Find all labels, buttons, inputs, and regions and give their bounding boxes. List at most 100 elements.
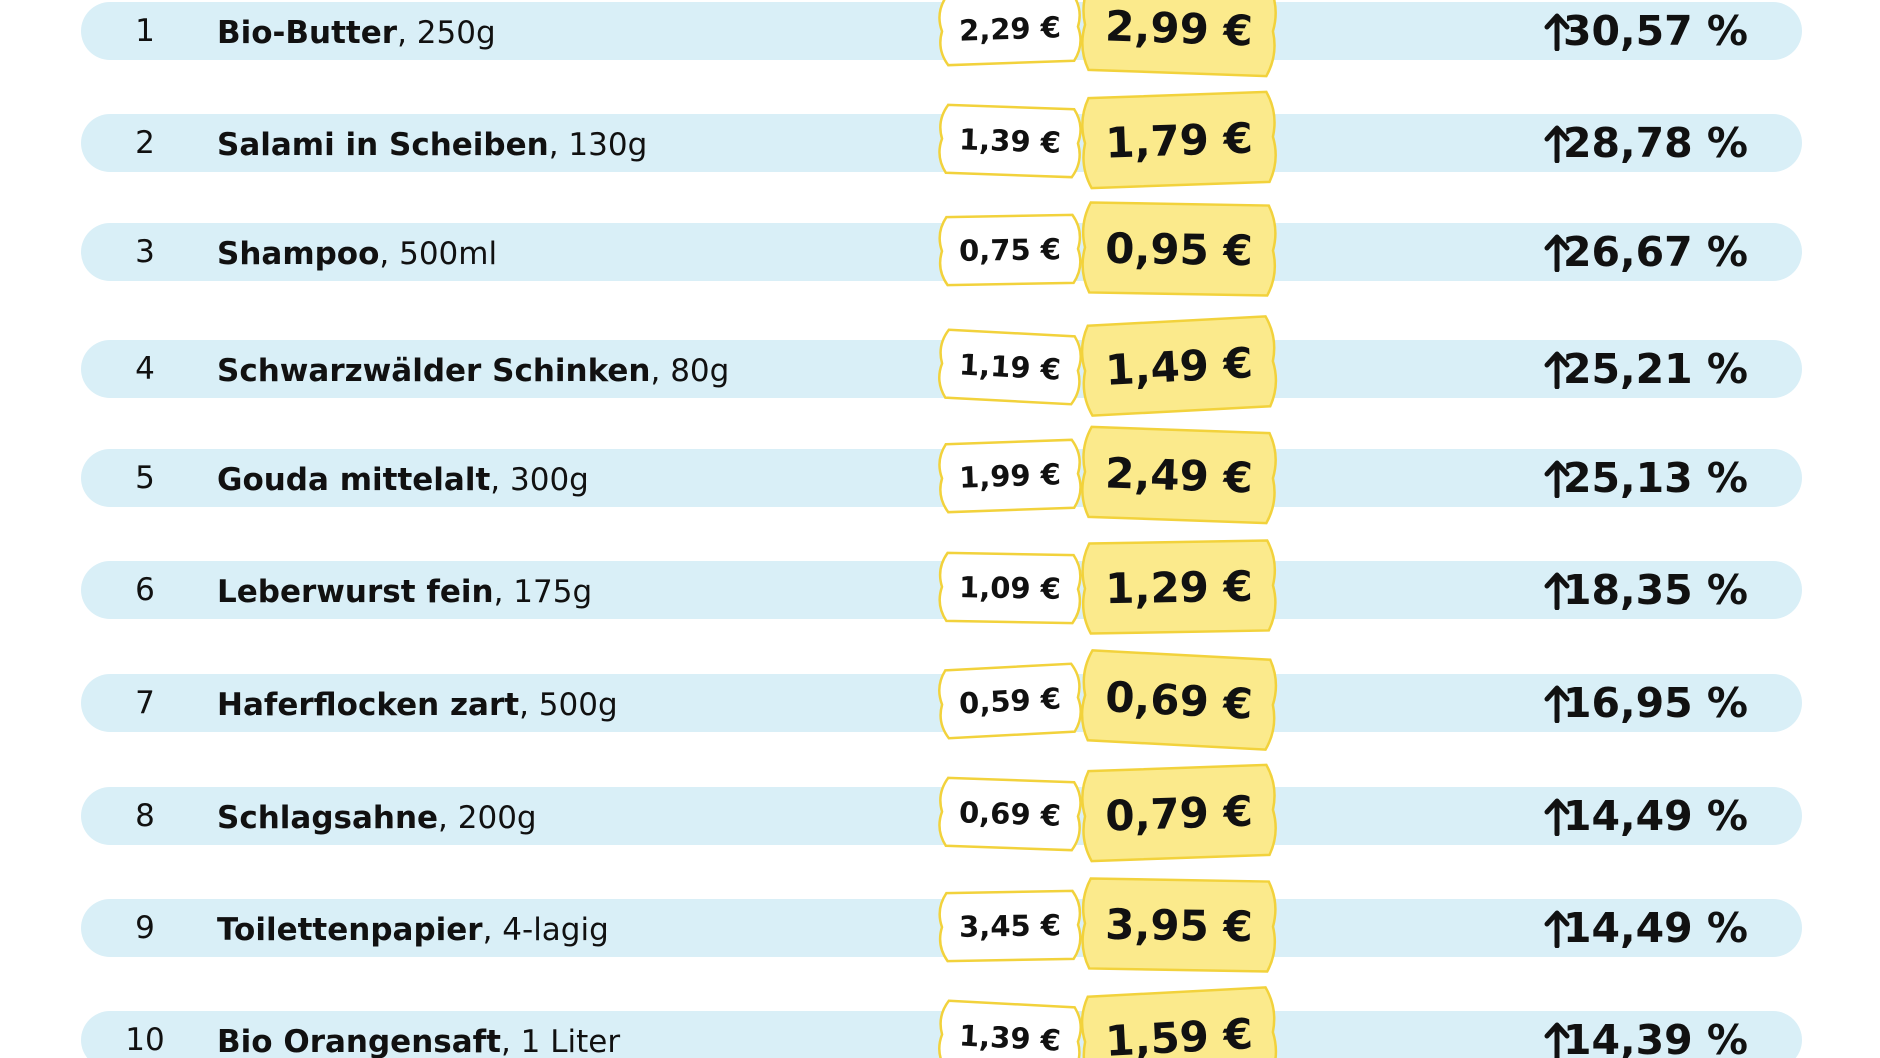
old-price: 1,99 € <box>958 457 1062 495</box>
up-arrow <box>1544 910 1570 952</box>
product: Leberwurst fein, 175g <box>217 572 592 612</box>
product-detail: , 200g <box>438 800 537 836</box>
up-arrow <box>1544 572 1570 614</box>
change-percent: 26,67 % <box>1562 228 1748 276</box>
change-percent: 14,49 % <box>1562 792 1748 840</box>
product-name: Leberwurst fein <box>217 574 494 610</box>
change-percent: 14,49 % <box>1562 904 1748 952</box>
up-arrow <box>1544 798 1570 840</box>
product-detail: , 80g <box>650 353 730 389</box>
up-arrow <box>1544 685 1570 727</box>
new-price: 1,79 € <box>1104 112 1254 168</box>
rank: 2 <box>135 125 155 161</box>
product-name: Bio-Butter <box>217 15 398 51</box>
product: Bio Orangensaft, 1 Liter <box>217 1022 620 1058</box>
product: Shampoo, 500ml <box>217 234 497 274</box>
new-price-tag: 1,59 € <box>1076 985 1283 1058</box>
product-name: Gouda mittelalt <box>217 462 491 498</box>
old-price: 1,39 € <box>958 122 1062 160</box>
old-price-tag: 1,39 € <box>934 102 1086 179</box>
new-price: 0,79 € <box>1104 785 1254 841</box>
product: Schwarzwälder Schinken, 80g <box>217 351 729 391</box>
product-detail: , 175g <box>493 574 593 610</box>
product-detail: , 500g <box>519 687 618 723</box>
rank: 9 <box>135 910 155 946</box>
old-price-tag: 0,59 € <box>933 661 1087 741</box>
old-price-tag: 3,45 € <box>934 889 1085 964</box>
old-price-tag: 1,19 € <box>933 327 1087 407</box>
old-price: 3,45 € <box>958 908 1062 944</box>
change-percent: 28,78 % <box>1562 119 1748 167</box>
rank: 1 <box>135 13 155 49</box>
product-name: Shampoo <box>217 236 380 272</box>
new-price-tag: 1,79 € <box>1076 90 1281 191</box>
product-detail: , 130g <box>548 127 648 163</box>
new-price: 1,29 € <box>1104 561 1254 613</box>
product-name: Haferflocken zart <box>217 687 520 723</box>
new-price-tag: 0,79 € <box>1076 763 1281 864</box>
up-arrow <box>1544 351 1570 393</box>
change-percent: 18,35 % <box>1562 566 1748 614</box>
rank: 7 <box>135 685 155 721</box>
product-name: Toilettenpapier <box>217 912 483 948</box>
new-price: 1,49 € <box>1104 337 1254 395</box>
new-price-tag: 2,99 € <box>1076 0 1281 78</box>
product-name: Bio Orangensaft <box>217 1024 501 1058</box>
up-arrow <box>1544 234 1570 276</box>
product: Schlagsahne, 200g <box>217 798 537 838</box>
old-price: 2,29 € <box>958 10 1062 48</box>
product-detail: , 300g <box>490 462 589 498</box>
old-price-tag: 2,29 € <box>934 0 1086 68</box>
product-detail: , 4-lagig <box>482 912 609 948</box>
old-price-tag: 1,09 € <box>934 551 1085 626</box>
new-price: 3,95 € <box>1104 899 1254 951</box>
change-percent: 14,39 % <box>1562 1016 1748 1058</box>
old-price: 0,59 € <box>958 681 1062 721</box>
new-price: 2,99 € <box>1104 0 1254 56</box>
product: Bio-Butter, 250g <box>217 13 496 53</box>
up-arrow <box>1544 125 1570 167</box>
product-detail: , 1 Liter <box>500 1024 621 1058</box>
rank: 4 <box>135 351 155 387</box>
new-price: 0,69 € <box>1104 671 1254 729</box>
old-price: 1,09 € <box>958 570 1062 606</box>
new-price-tag: 0,69 € <box>1076 648 1283 752</box>
new-price-tag: 1,29 € <box>1077 538 1281 636</box>
change-percent: 30,57 % <box>1562 7 1748 55</box>
product: Haferflocken zart, 500g <box>217 685 618 725</box>
old-price: 1,39 € <box>958 1018 1062 1058</box>
change-percent: 16,95 % <box>1562 679 1748 727</box>
up-arrow <box>1544 1022 1570 1058</box>
product-name: Schlagsahne <box>217 800 439 836</box>
change-percent: 25,13 % <box>1562 454 1748 502</box>
rank: 5 <box>135 460 155 496</box>
product-detail: , 500ml <box>379 236 498 272</box>
rank: 10 <box>125 1022 165 1058</box>
product: Toilettenpapier, 4-lagig <box>217 910 609 950</box>
old-price-tag: 0,69 € <box>934 775 1086 852</box>
new-price: 2,49 € <box>1104 447 1254 503</box>
up-arrow <box>1544 460 1570 502</box>
new-price-tag: 0,95 € <box>1077 200 1281 298</box>
product-name: Schwarzwälder Schinken <box>217 353 651 389</box>
old-price-tag: 1,99 € <box>934 437 1086 514</box>
new-price-tag: 2,49 € <box>1076 425 1281 526</box>
new-price-tag: 1,49 € <box>1076 314 1283 418</box>
product: Gouda mittelalt, 300g <box>217 460 589 500</box>
old-price-tag: 1,39 € <box>933 998 1087 1058</box>
old-price-tag: 0,75 € <box>934 213 1085 288</box>
rank: 6 <box>135 572 155 608</box>
rank: 8 <box>135 798 155 834</box>
rank: 3 <box>135 234 155 270</box>
up-arrow <box>1544 13 1570 55</box>
old-price: 0,75 € <box>958 232 1062 268</box>
product-name: Salami in Scheiben <box>217 127 549 163</box>
change-percent: 25,21 % <box>1562 345 1748 393</box>
old-price: 1,19 € <box>958 347 1062 387</box>
new-price-tag: 3,95 € <box>1077 876 1281 974</box>
new-price: 0,95 € <box>1104 223 1254 275</box>
old-price: 0,69 € <box>958 795 1062 833</box>
product-detail: , 250g <box>397 15 496 51</box>
new-price: 1,59 € <box>1104 1008 1254 1058</box>
